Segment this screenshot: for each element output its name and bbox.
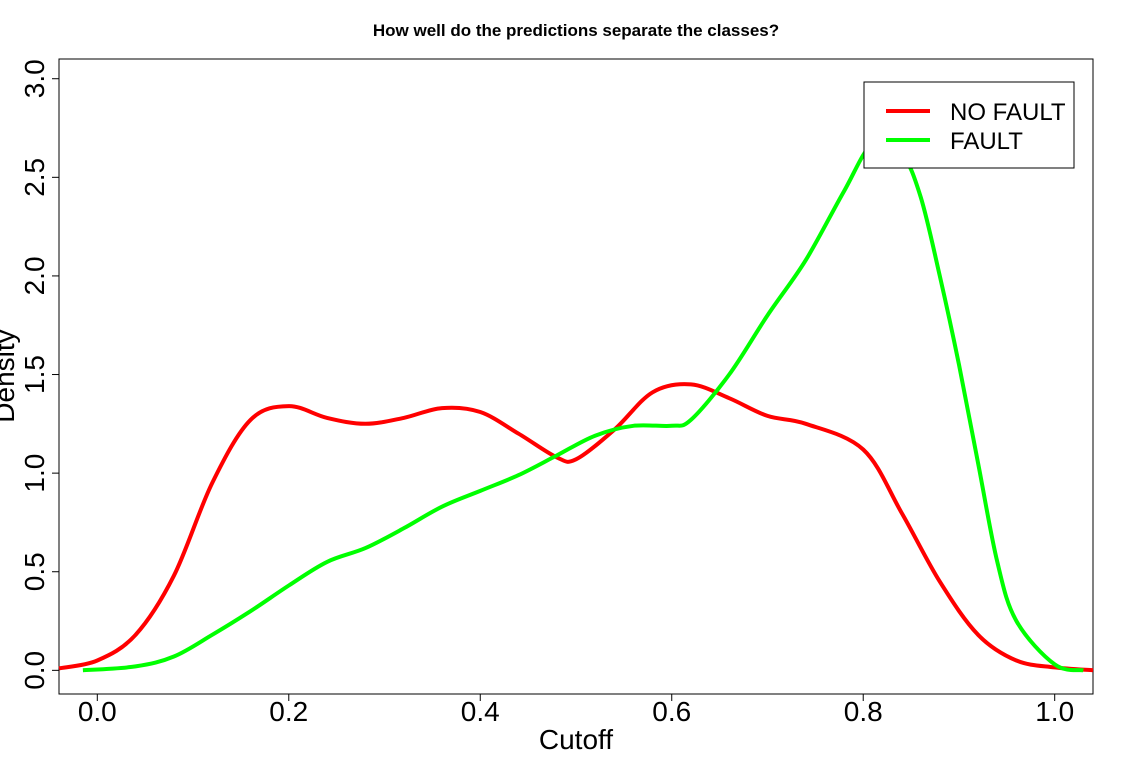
chart-title: How well do the predictions separate the… [373,21,779,40]
x-tick-label-2: 0.4 [461,696,500,727]
x-tick-label-5: 1.0 [1035,696,1074,727]
y-tick-label-0: 0.0 [19,651,50,690]
y-tick-label-2: 1.0 [19,454,50,493]
y-tick-label-4: 2.0 [19,256,50,295]
y-tick-label-1: 0.5 [19,552,50,591]
y-axis-label: Density [0,329,20,422]
x-tick-label-3: 0.6 [652,696,691,727]
x-tick-label-4: 0.8 [844,696,883,727]
x-axis: 0.0 0.2 0.4 0.6 0.8 1.0 [78,693,1074,727]
series-layer [58,139,1094,673]
legend-box [863,81,1075,169]
legend-label-fault: FAULT [950,128,1023,155]
series-line-no-fault [58,382,1094,673]
legend-label-no-fault: NO FAULT [950,99,1066,126]
y-tick-label-3: 1.5 [19,355,50,394]
x-axis-label: Cutoff [539,724,613,755]
y-tick-label-5: 2.5 [19,158,50,197]
y-tick-label-6: 3.0 [19,59,50,98]
series-line-fault [82,139,1084,673]
y-axis: 0.0 0.5 1.0 1.5 2.0 2.5 3.0 [19,59,60,690]
x-tick-label-0: 0.0 [78,696,117,727]
x-tick-label-1: 0.2 [269,696,308,727]
